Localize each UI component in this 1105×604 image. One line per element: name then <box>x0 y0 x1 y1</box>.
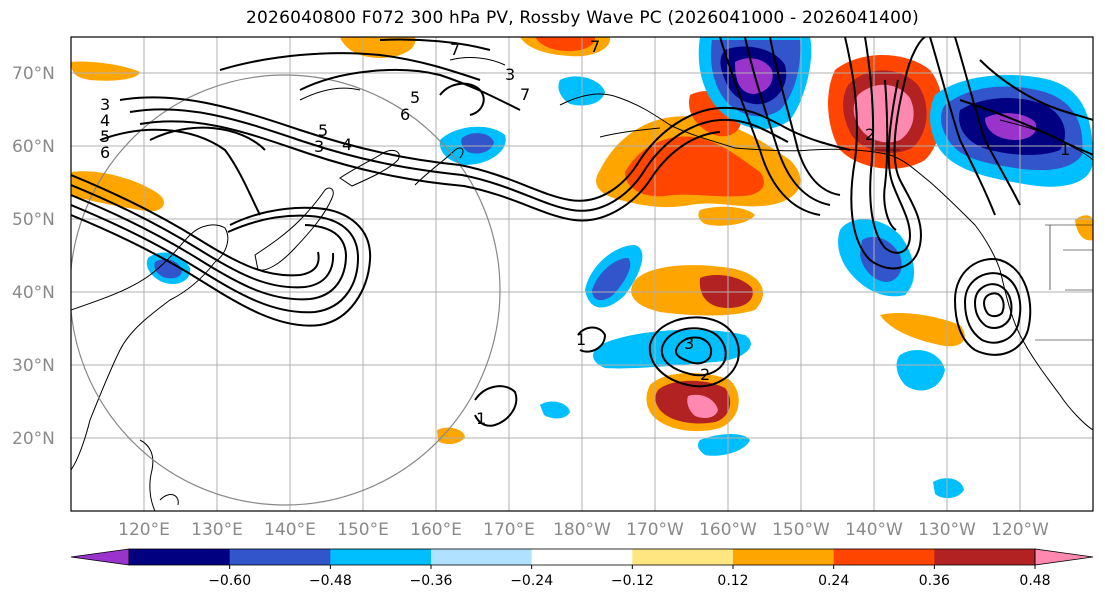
lon-label: 160°E <box>410 520 462 540</box>
colorbar-segment <box>632 549 734 565</box>
contour-label: 1 <box>1060 140 1070 159</box>
colorbar-tick-label: 0.48 <box>1019 573 1050 589</box>
positive-anomaly-region <box>71 171 164 212</box>
lon-label: 140°E <box>264 520 316 540</box>
contour-label: 3 <box>684 334 694 353</box>
lon-label: 150°E <box>337 520 389 540</box>
reference-circle <box>71 74 501 506</box>
colorbar-extend-low <box>70 548 130 566</box>
contour-label: 5 <box>318 121 328 140</box>
colorbar-extend-high <box>1034 548 1094 566</box>
contour-label: 7 <box>450 40 460 59</box>
lat-label: 60°N <box>12 137 55 157</box>
contour-label: 5 <box>410 88 420 107</box>
latitude-labels: 70°N 60°N 50°N 40°N 30°N 20°N <box>12 64 55 449</box>
contour-label: 3 <box>505 65 515 84</box>
negative-anomaly-region <box>860 236 902 282</box>
positive-anomaly-region <box>698 206 755 226</box>
positive-anomaly-region <box>535 37 596 52</box>
contour-label: 1 <box>576 330 586 349</box>
colorbar-tick-label: −0.12 <box>611 573 654 589</box>
lon-label: 180°W <box>553 520 611 540</box>
colorbar-tick-label: −0.24 <box>510 573 553 589</box>
contour-label: 7 <box>520 85 530 104</box>
lon-label: 150°W <box>772 520 830 540</box>
negative-anomaly-region <box>593 329 751 369</box>
contour-label: 6 <box>100 143 110 162</box>
colorbar-tick-label: 0.12 <box>717 573 748 589</box>
lon-label: 130°E <box>191 520 243 540</box>
graticule <box>71 37 1093 511</box>
pv-contours <box>71 37 1093 427</box>
colorbar: −0.60 −0.48 −0.36 −0.24 −0.12 0.12 0.24 0.36 0.4… <box>70 548 1094 589</box>
contour-label: 3 <box>314 137 324 156</box>
colorbar-segment <box>431 549 533 565</box>
positive-anomaly-region <box>853 84 914 143</box>
colorbar-segment <box>229 549 331 565</box>
positive-anomaly-region <box>1075 215 1093 241</box>
contour-label: 2 <box>700 365 710 384</box>
colorbar-tick-label: −0.36 <box>410 573 453 589</box>
negative-anomaly-region <box>540 401 570 419</box>
negative-anomaly-region <box>933 478 964 499</box>
lat-label: 50°N <box>12 210 55 230</box>
lat-label: 70°N <box>12 64 55 84</box>
lon-label: 130°W <box>918 520 976 540</box>
colorbar-tick-label: 0.24 <box>818 573 849 589</box>
colorbar-segment <box>833 549 935 565</box>
longitude-labels: 120°E 130°E 140°E 150°E 160°E 170°E 180°… <box>118 520 1049 540</box>
lat-label: 20°N <box>12 429 55 449</box>
contour-label: 6 <box>400 105 410 124</box>
lon-label: 160°W <box>699 520 757 540</box>
positive-anomaly-region <box>71 61 140 81</box>
lon-label: 140°W <box>845 520 903 540</box>
negative-anomaly-region <box>154 259 182 279</box>
map-frame <box>70 36 1094 512</box>
lat-label: 40°N <box>12 283 55 303</box>
negative-anomaly-region <box>896 350 945 391</box>
negative-anomaly-region <box>697 434 750 456</box>
colorbar-segment <box>934 549 1036 565</box>
contour-label: 4 <box>342 135 352 154</box>
contour-label: 7 <box>590 37 600 56</box>
contour-label: 2 <box>865 125 875 144</box>
colorbar-segment <box>531 549 633 565</box>
colorbar-outline <box>128 548 1036 566</box>
colorbar-segment <box>330 549 432 565</box>
contour-label: 1 <box>476 409 486 428</box>
lon-label: 120°W <box>991 520 1049 540</box>
lon-label: 170°W <box>626 520 684 540</box>
positive-anomaly-region <box>687 394 718 418</box>
lon-label: 120°E <box>118 520 170 540</box>
positive-anomaly-region <box>437 427 465 445</box>
contour-label: 4 <box>100 111 110 130</box>
contour-value-labels: 3 4 5 6 5 4 3 6 5 7 7 7 3 2 1 3 2 1 1 <box>100 37 1070 428</box>
colorbar-segment <box>129 549 231 565</box>
map-title: 2026040800 F072 300 hPa PV, Rossby Wave … <box>246 8 919 28</box>
negative-anomaly-region <box>461 133 494 154</box>
colorbar-tick-label: −0.48 <box>309 573 352 589</box>
negative-anomaly-region <box>592 258 631 301</box>
lat-label: 30°N <box>12 356 55 376</box>
negative-anomaly-region <box>735 58 773 94</box>
colorbar-tick-label: −0.60 <box>208 573 251 589</box>
contour-label: 5 <box>100 127 110 146</box>
lon-label: 170°E <box>483 520 535 540</box>
positive-anomaly-region <box>880 313 965 347</box>
contour-label: 3 <box>100 95 110 114</box>
colorbar-tick-label: 0.36 <box>919 573 950 589</box>
negative-anomaly-region <box>985 113 1037 140</box>
colorbar-segment <box>733 549 835 565</box>
